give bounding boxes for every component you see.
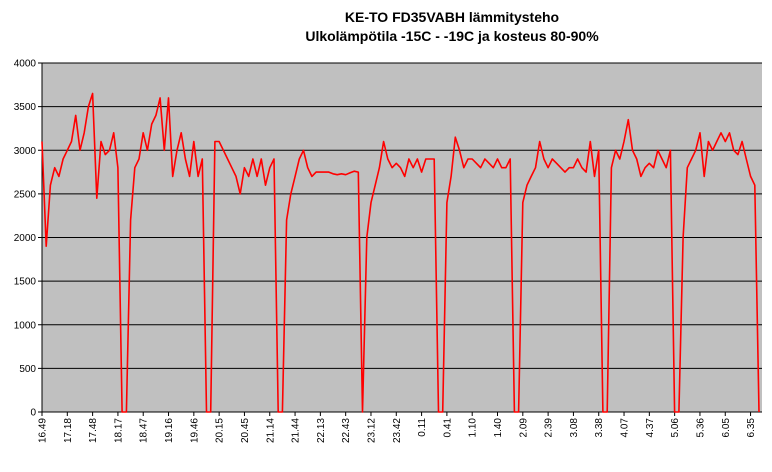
x-tick-label: 0.11 (417, 418, 428, 437)
x-tick-label: 17.18 (63, 418, 74, 443)
chart-subtitle: Ulkolämpötila -15C - -19C ja kosteus 80-… (305, 28, 599, 44)
x-tick-label: 20.45 (240, 418, 251, 443)
x-tick-label: 23.42 (392, 418, 403, 443)
chart-title: KE-TO FD35VABH lämmitysteho (345, 9, 559, 25)
x-tick-label: 0.41 (442, 418, 453, 438)
y-tick-label: 2500 (14, 189, 37, 200)
y-tick-label: 4000 (14, 59, 37, 70)
x-tick-label: 21.44 (291, 418, 302, 443)
x-tick-label: 3.08 (569, 418, 580, 438)
x-tick-label: 1.40 (493, 418, 504, 438)
x-tick-label: 5.06 (670, 418, 681, 438)
y-tick-label: 500 (19, 364, 36, 375)
x-tick-label: 5.36 (695, 418, 706, 438)
x-tick-label: 18.17 (113, 418, 124, 443)
x-tick-label: 6.05 (721, 418, 732, 438)
x-tick-label: 2.39 (544, 418, 555, 438)
y-tick-label: 3500 (14, 102, 37, 113)
y-tick-label: 1000 (14, 320, 37, 331)
x-tick-label: 23.12 (366, 418, 377, 443)
x-tick-label: 6.35 (746, 418, 757, 438)
x-tick-label: 2.09 (518, 418, 529, 438)
x-tick-label: 4.37 (645, 418, 656, 438)
x-tick-label: 1.10 (468, 418, 479, 438)
x-tick-label: 17.48 (88, 418, 99, 443)
x-tick-label: 3.38 (594, 418, 605, 438)
y-tick-label: 3000 (14, 146, 37, 157)
x-tick-label: 21.14 (265, 418, 276, 443)
y-tick-label: 2000 (14, 233, 37, 244)
x-tick-label: 22.13 (316, 418, 327, 443)
x-tick-label: 20.15 (215, 418, 226, 443)
data-line (41, 92, 760, 413)
x-tick-label: 4.07 (620, 418, 631, 438)
x-tick-label: 19.16 (164, 418, 175, 443)
y-tick-label: 0 (30, 408, 36, 419)
x-tick-label: 22.43 (341, 418, 352, 443)
y-tick-label: 1500 (14, 277, 37, 288)
x-tick-label: 16.49 (38, 418, 49, 443)
x-tick-label: 18.47 (139, 418, 150, 443)
x-tick-label: 19.46 (189, 418, 200, 443)
